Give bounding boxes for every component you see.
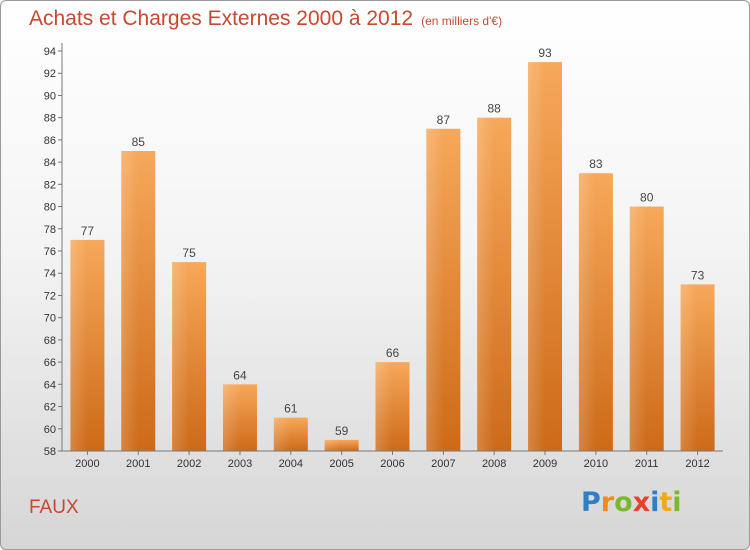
proxiti-logo: Proxiti [581,487,682,518]
x-tick-label-2003: 2003 [228,458,252,470]
y-tick-label-88: 88 [44,113,56,125]
chart-title: Achats et Charges Externes 2000 à 2012 [29,7,414,30]
y-tick-label-94: 94 [44,46,56,58]
y-tick-label-84: 84 [44,157,56,169]
logo-letter: x [632,487,651,518]
chart-subtitle: (en milliers d'€) [421,14,503,28]
y-tick-label-58: 58 [44,446,56,458]
bar-highlight-2005 [324,439,342,451]
y-tick-label-64: 64 [44,379,56,391]
town-name: FAUX [29,497,79,518]
data-label-2011: 80 [640,191,654,205]
logo-letter: o [614,487,633,518]
x-tick-label-2001: 2001 [126,458,150,470]
y-tick-label-76: 76 [44,246,56,258]
bar-highlight-2006 [375,362,393,451]
y-tick-label-74: 74 [44,268,56,280]
data-label-2010: 83 [589,157,603,171]
bar-highlight-2002 [172,262,190,451]
y-tick-label-90: 90 [44,90,56,102]
bar-highlight-2001 [121,151,139,451]
x-tick-label-2004: 2004 [279,458,303,470]
logo-letter: i [650,487,660,518]
x-tick-label-2012: 2012 [685,458,709,470]
data-label-2001: 85 [132,135,146,149]
y-tick-label-66: 66 [44,357,56,369]
x-tick-label-2000: 2000 [75,458,99,470]
chart-title-block: Achats et Charges Externes 2000 à 2012 (e… [29,7,502,31]
x-tick-label-2005: 2005 [329,458,353,470]
x-tick-label-2006: 2006 [380,458,404,470]
data-label-2004: 61 [284,402,298,416]
y-tick-label-62: 62 [44,402,56,414]
y-tick-label-78: 78 [44,224,56,236]
bar-highlight-2011 [629,206,647,451]
data-label-2007: 87 [437,113,451,127]
data-label-2008: 88 [488,102,502,116]
x-tick-label-2002: 2002 [177,458,201,470]
bar-highlight-2003 [222,384,240,451]
logo-letter: i [672,487,682,518]
data-label-2000: 77 [81,224,95,238]
data-label-2005: 59 [335,424,349,438]
data-label-2003: 64 [233,368,247,382]
logo-letter: P [581,487,601,518]
logo-letter: t [659,487,673,518]
y-tick-label-86: 86 [44,135,56,147]
bar-highlight-2000 [70,239,88,451]
x-tick-label-2011: 2011 [635,458,659,470]
y-tick-label-92: 92 [44,68,56,80]
data-label-2009: 93 [538,46,552,60]
x-tick-label-2009: 2009 [533,458,557,470]
y-tick-label-72: 72 [44,290,56,302]
x-tick-label-2007: 2007 [431,458,455,470]
bar-highlight-2010 [578,173,596,451]
y-tick-label-60: 60 [44,424,56,436]
bar-highlight-2007 [426,128,444,451]
y-tick-label-68: 68 [44,335,56,347]
y-tick-label-70: 70 [44,313,56,325]
bar-highlight-2012 [680,284,698,451]
data-label-2012: 73 [691,268,705,282]
logo-letter: r [600,487,615,518]
bar-highlight-2008 [477,117,495,452]
bar-highlight-2004 [273,417,291,451]
y-tick-label-80: 80 [44,202,56,214]
bar-highlight-2009 [528,62,546,451]
y-tick-label-82: 82 [44,179,56,191]
x-tick-label-2010: 2010 [584,458,608,470]
data-label-2006: 66 [386,346,400,360]
data-label-2002: 75 [182,246,196,260]
x-tick-label-2008: 2008 [482,458,506,470]
